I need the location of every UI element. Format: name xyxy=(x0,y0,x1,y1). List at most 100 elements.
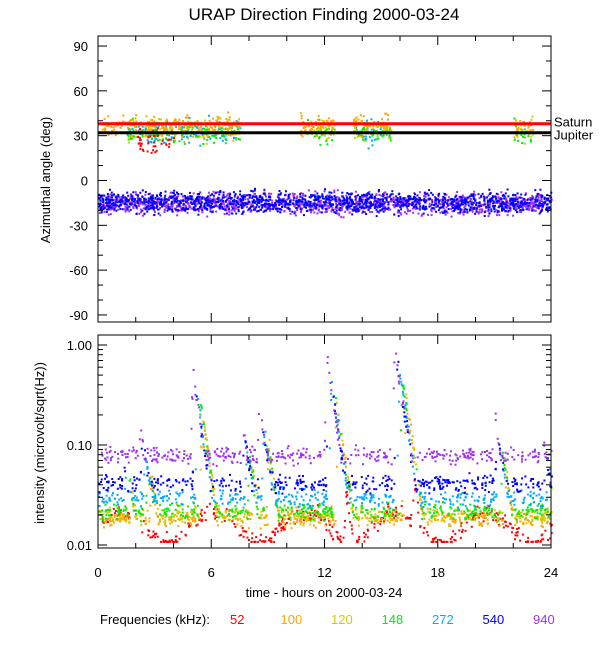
intensity-point-120 xyxy=(335,401,338,404)
intensity-point-100 xyxy=(324,515,327,518)
azimuth-point-540 xyxy=(164,194,167,197)
intensity-point-52 xyxy=(409,517,412,520)
azimuth-point-540 xyxy=(175,197,178,200)
azimuth-point-940 xyxy=(127,205,129,208)
intensity-point-52 xyxy=(407,517,410,519)
intensity-point-100 xyxy=(240,524,243,527)
azimuth-point-940 xyxy=(164,205,167,208)
azimuth-point-272 xyxy=(166,120,169,123)
azimuth-point-120 xyxy=(528,129,531,132)
azimuth-point-100 xyxy=(110,126,113,128)
azimuth-point-540 xyxy=(514,209,517,212)
azimuth-point-540 xyxy=(145,200,148,203)
intensity-point-100 xyxy=(360,506,363,509)
intensity-point-100 xyxy=(169,519,172,522)
azimuth-point-540 xyxy=(147,202,150,205)
azimuth-point-940 xyxy=(498,197,500,200)
intensity-point-52 xyxy=(184,534,187,537)
azimuth-point-120 xyxy=(126,126,129,129)
intensity-point-52 xyxy=(417,511,420,514)
azimuth-point-540 xyxy=(107,208,110,211)
azimuth-point-100 xyxy=(206,135,209,138)
intensity-point-100 xyxy=(543,519,546,522)
azimuth-point-540 xyxy=(146,210,149,213)
azimuth-point-148 xyxy=(128,127,130,130)
azimuth-point-540 xyxy=(111,202,113,205)
azimuth-point-940 xyxy=(104,205,107,208)
azimuth-point-540 xyxy=(124,199,127,201)
azimuth-point-540 xyxy=(118,205,121,208)
azimuth-point-540 xyxy=(153,213,156,216)
intensity-point-100 xyxy=(265,514,268,516)
azimuth-point-148 xyxy=(197,135,200,138)
azimuth-point-540 xyxy=(543,197,546,200)
azimuth-point-540 xyxy=(416,200,419,203)
azimuth-point-540 xyxy=(210,205,212,207)
intensity-point-120 xyxy=(515,514,518,517)
intensity-point-120 xyxy=(267,468,269,471)
azimuth-point-540 xyxy=(348,196,351,199)
intensity-point-52 xyxy=(350,524,353,527)
intensity-point-100 xyxy=(119,517,122,520)
azimuth-point-940 xyxy=(500,200,503,203)
azimuth-point-120 xyxy=(187,127,190,130)
azimuth-point-940 xyxy=(498,214,501,217)
azimuth-point-272 xyxy=(170,136,173,139)
azimuth-point-940 xyxy=(538,203,541,206)
azimuth-point-540 xyxy=(473,206,476,209)
azimuth-point-540 xyxy=(287,202,290,205)
intensity-point-52 xyxy=(516,534,519,537)
azimuth-point-100 xyxy=(217,129,220,132)
intensity-point-100 xyxy=(377,521,380,524)
azimuth-point-540 xyxy=(207,195,210,198)
intensity-point-120 xyxy=(217,507,220,510)
azimuth-point-540 xyxy=(521,203,524,206)
azimuth-point-540 xyxy=(487,200,490,203)
azimuth-point-148 xyxy=(194,125,197,128)
azimuth-point-540 xyxy=(222,199,225,202)
intensity-point-120 xyxy=(160,509,163,512)
azimuth-point-540 xyxy=(242,195,245,198)
azimuth-point-940 xyxy=(307,203,310,206)
intensity-point-100 xyxy=(409,429,412,432)
azimuth-point-120 xyxy=(352,121,355,124)
intensity-point-148 xyxy=(112,503,115,506)
azimuth-point-540 xyxy=(248,193,251,196)
azimuth-point-540 xyxy=(460,203,463,205)
intensity-point-100 xyxy=(213,488,216,491)
intensity-point-148 xyxy=(452,517,455,520)
azimuth-point-540 xyxy=(469,200,472,203)
intensity-point-52 xyxy=(216,508,219,511)
intensity-point-120 xyxy=(195,506,198,509)
intensity-point-100 xyxy=(374,518,377,521)
azimuth-point-540 xyxy=(234,193,237,196)
azimuth-point-272 xyxy=(187,128,190,131)
azimuth-point-940 xyxy=(402,199,405,202)
intensity-point-100 xyxy=(194,517,197,520)
azimuth-point-540 xyxy=(180,193,183,196)
azimuth-point-540 xyxy=(303,205,306,208)
intensity-point-120 xyxy=(150,475,153,478)
azimuth-point-540 xyxy=(158,193,161,196)
intensity-point-100 xyxy=(541,525,544,528)
azimuth-point-940 xyxy=(394,201,397,204)
azimuth-point-940 xyxy=(508,205,511,208)
intensity-point-52 xyxy=(282,525,285,528)
azimuth-point-540 xyxy=(235,204,238,207)
azimuth-point-940 xyxy=(186,211,189,214)
azimuth-point-100 xyxy=(360,119,363,122)
azimuth-point-272 xyxy=(208,114,211,117)
intensity-point-120 xyxy=(292,522,295,525)
azimuth-point-540 xyxy=(403,197,405,200)
intensity-point-100 xyxy=(463,518,466,521)
azimuth-point-100 xyxy=(168,126,171,129)
intensity-point-52 xyxy=(410,514,413,516)
azimuth-point-540 xyxy=(174,198,177,201)
azimuth-point-940 xyxy=(357,201,360,204)
intensity-point-100 xyxy=(476,513,479,516)
azimuth-point-540 xyxy=(364,194,367,197)
intensity-point-120 xyxy=(541,522,544,525)
azimuth-point-540 xyxy=(509,207,512,210)
azimuth-point-940 xyxy=(274,206,277,209)
intensity-point-120 xyxy=(224,517,227,519)
